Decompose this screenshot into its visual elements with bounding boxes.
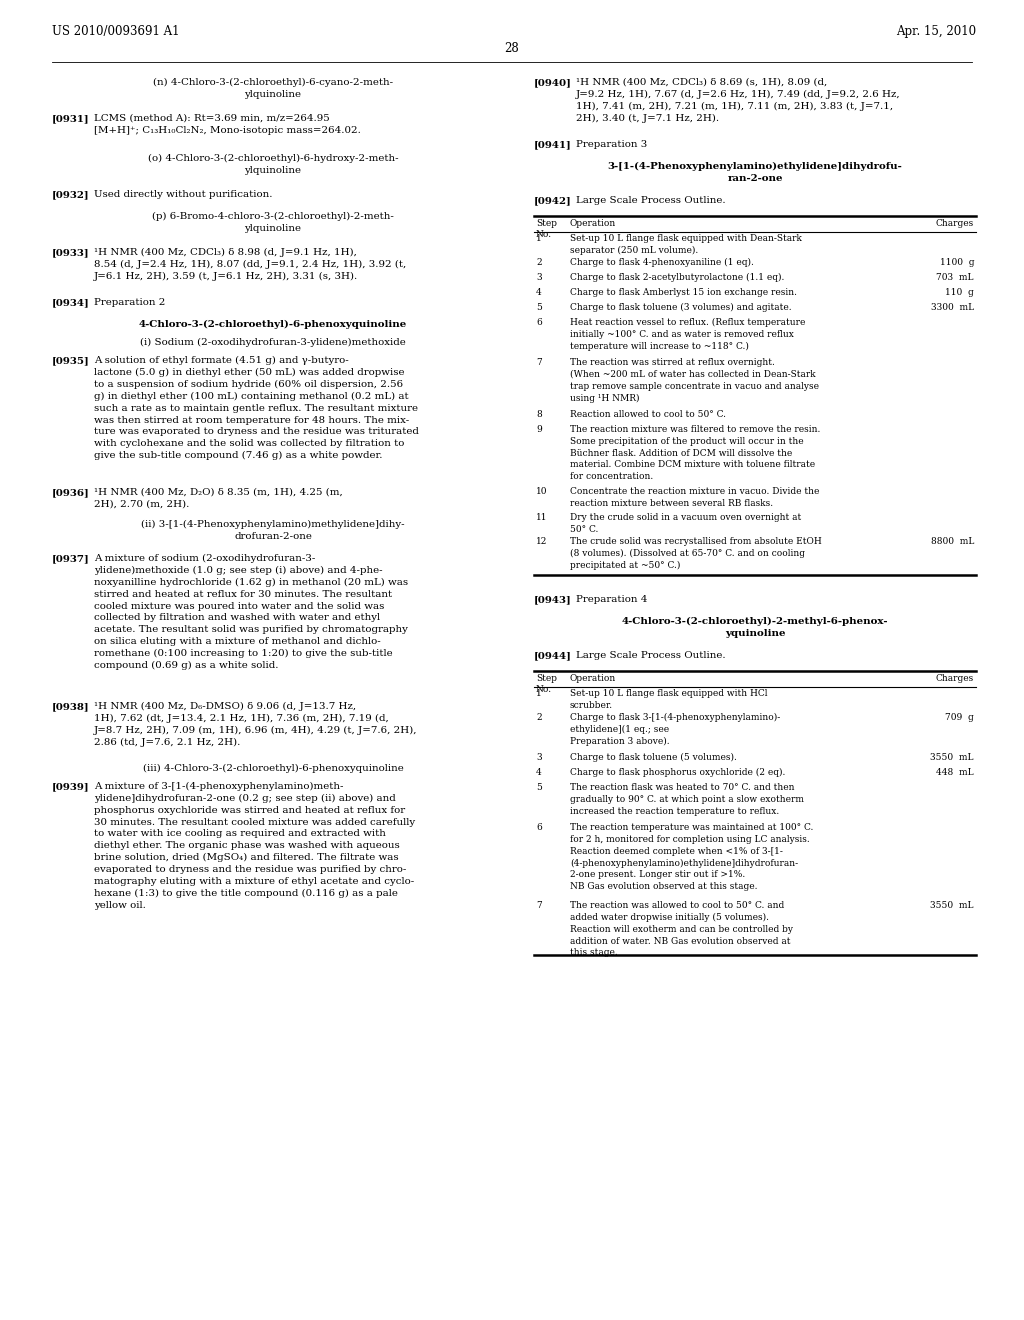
Text: Charges: Charges — [936, 675, 974, 682]
Text: 1100  g: 1100 g — [939, 257, 974, 267]
Text: A solution of ethyl formate (4.51 g) and γ-butyro-
lactone (5.0 g) in diethyl et: A solution of ethyl formate (4.51 g) and… — [94, 356, 419, 461]
Text: Set-up 10 L flange flask equipped with HCl
scrubber.: Set-up 10 L flange flask equipped with H… — [570, 689, 768, 710]
Text: Step
No.: Step No. — [536, 675, 557, 694]
Text: 9: 9 — [536, 425, 542, 434]
Text: (iii) 4-Chloro-3-(2-chloroethyl)-6-phenoxyquinoline: (iii) 4-Chloro-3-(2-chloroethyl)-6-pheno… — [142, 764, 403, 774]
Text: 4: 4 — [536, 288, 542, 297]
Text: (ii) 3-[1-(4-Phenoxyphenylamino)methylidene]dihy-
drofuran-2-one: (ii) 3-[1-(4-Phenoxyphenylamino)methylid… — [141, 520, 404, 541]
Text: Charge to flask Amberlyst 15 ion exchange resin.: Charge to flask Amberlyst 15 ion exchang… — [570, 288, 797, 297]
Text: (p) 6-Bromo-4-chloro-3-(2-chloroethyl)-2-meth-
ylquinoline: (p) 6-Bromo-4-chloro-3-(2-chloroethyl)-2… — [152, 213, 394, 232]
Text: 2: 2 — [536, 257, 542, 267]
Text: 6: 6 — [536, 318, 542, 327]
Text: The reaction flask was heated to 70° C. and then
gradually to 90° C. at which po: The reaction flask was heated to 70° C. … — [570, 783, 804, 816]
Text: 2: 2 — [536, 713, 542, 722]
Text: Charge to flask 2-acetylbutyrolactone (1.1 eq).: Charge to flask 2-acetylbutyrolactone (1… — [570, 273, 784, 282]
Text: ¹H NMR (400 Mz, D₂O) δ 8.35 (m, 1H), 4.25 (m,
2H), 2.70 (m, 2H).: ¹H NMR (400 Mz, D₂O) δ 8.35 (m, 1H), 4.2… — [94, 488, 343, 508]
Text: [0941]: [0941] — [534, 140, 571, 149]
Text: 448  mL: 448 mL — [936, 768, 974, 777]
Text: Charge to flask 4-phenoxyaniline (1 eq).: Charge to flask 4-phenoxyaniline (1 eq). — [570, 257, 754, 267]
Text: [0936]: [0936] — [52, 488, 90, 498]
Text: Large Scale Process Outline.: Large Scale Process Outline. — [575, 651, 726, 660]
Text: Reaction allowed to cool to 50° C.: Reaction allowed to cool to 50° C. — [570, 411, 726, 418]
Text: (n) 4-Chloro-3-(2-chloroethyl)-6-cyano-2-meth-
ylquinoline: (n) 4-Chloro-3-(2-chloroethyl)-6-cyano-2… — [153, 78, 393, 99]
Text: 1: 1 — [536, 689, 542, 698]
Text: 1: 1 — [536, 234, 542, 243]
Text: 3-[1-(4-Phenoxyphenylamino)ethylidene]dihydrofu-
ran-2-one: 3-[1-(4-Phenoxyphenylamino)ethylidene]di… — [607, 162, 902, 183]
Text: Charge to flask toluene (5 volumes).: Charge to flask toluene (5 volumes). — [570, 752, 737, 762]
Text: LCMS (method A): Rt=3.69 min, m/z=264.95
[M+H]⁺; C₁₃H₁₀Cl₂N₂, Mono-isotopic mass: LCMS (method A): Rt=3.69 min, m/z=264.95… — [94, 114, 360, 135]
Text: 28: 28 — [505, 42, 519, 55]
Text: 3: 3 — [536, 752, 542, 762]
Text: A mixture of sodium (2-oxodihydrofuran-3-
ylidene)methoxide (1.0 g; see step (i): A mixture of sodium (2-oxodihydrofuran-3… — [94, 554, 409, 671]
Text: Large Scale Process Outline.: Large Scale Process Outline. — [575, 195, 726, 205]
Text: ¹H NMR (400 Mz, D₆-DMSO) δ 9.06 (d, J=13.7 Hz,
1H), 7.62 (dt, J=13.4, 2.1 Hz, 1H: ¹H NMR (400 Mz, D₆-DMSO) δ 9.06 (d, J=13… — [94, 702, 418, 747]
Text: US 2010/0093691 A1: US 2010/0093691 A1 — [52, 25, 179, 38]
Text: Apr. 15, 2010: Apr. 15, 2010 — [896, 25, 976, 38]
Text: 8: 8 — [536, 411, 542, 418]
Text: 110  g: 110 g — [945, 288, 974, 297]
Text: [0931]: [0931] — [52, 114, 90, 123]
Text: Preparation 4: Preparation 4 — [575, 595, 647, 605]
Text: [0933]: [0933] — [52, 248, 90, 257]
Text: Operation: Operation — [570, 675, 616, 682]
Text: Charge to flask toluene (3 volumes) and agitate.: Charge to flask toluene (3 volumes) and … — [570, 304, 792, 312]
Text: 3550  mL: 3550 mL — [931, 902, 974, 909]
Text: 11: 11 — [536, 513, 548, 521]
Text: (o) 4-Chloro-3-(2-chloroethyl)-6-hydroxy-2-meth-
ylquinoline: (o) 4-Chloro-3-(2-chloroethyl)-6-hydroxy… — [147, 154, 398, 176]
Text: [0938]: [0938] — [52, 702, 90, 711]
Text: [0942]: [0942] — [534, 195, 571, 205]
Text: 4-Chloro-3-(2-chloroethyl)-2-methyl-6-phenox-
yquinoline: 4-Chloro-3-(2-chloroethyl)-2-methyl-6-ph… — [622, 616, 888, 638]
Text: 3550  mL: 3550 mL — [931, 752, 974, 762]
Text: Set-up 10 L flange flask equipped with Dean-Stark
separator (250 mL volume).: Set-up 10 L flange flask equipped with D… — [570, 234, 802, 255]
Text: [0934]: [0934] — [52, 298, 90, 308]
Text: 4-Chloro-3-(2-chloroethyl)-6-phenoxyquinoline: 4-Chloro-3-(2-chloroethyl)-6-phenoxyquin… — [139, 319, 408, 329]
Text: The reaction mixture was filtered to remove the resin.
Some precipitation of the: The reaction mixture was filtered to rem… — [570, 425, 820, 482]
Text: [0940]: [0940] — [534, 78, 571, 87]
Text: Concentrate the reaction mixture in vacuo. Divide the
reaction mixture between s: Concentrate the reaction mixture in vacu… — [570, 487, 819, 508]
Text: Dry the crude solid in a vacuum oven overnight at
50° C.: Dry the crude solid in a vacuum oven ove… — [570, 513, 801, 533]
Text: Heat reaction vessel to reflux. (Reflux temperature
initially ~100° C. and as wa: Heat reaction vessel to reflux. (Reflux … — [570, 318, 805, 351]
Text: Charges: Charges — [936, 219, 974, 228]
Text: Preparation 3: Preparation 3 — [575, 140, 647, 149]
Text: Used directly without purification.: Used directly without purification. — [94, 190, 272, 199]
Text: The reaction was stirred at reflux overnight.
(When ~200 mL of water has collect: The reaction was stirred at reflux overn… — [570, 358, 819, 403]
Text: 7: 7 — [536, 358, 542, 367]
Text: 12: 12 — [536, 537, 548, 546]
Text: 3300  mL: 3300 mL — [931, 304, 974, 312]
Text: [0937]: [0937] — [52, 554, 90, 564]
Text: The reaction was allowed to cool to 50° C. and
added water dropwise initially (5: The reaction was allowed to cool to 50° … — [570, 902, 793, 957]
Text: 5: 5 — [536, 304, 542, 312]
Text: Step
No.: Step No. — [536, 219, 557, 239]
Text: 4: 4 — [536, 768, 542, 777]
Text: [0939]: [0939] — [52, 781, 90, 791]
Text: 6: 6 — [536, 822, 542, 832]
Text: Operation: Operation — [570, 219, 616, 228]
Text: 7: 7 — [536, 902, 542, 909]
Text: The reaction temperature was maintained at 100° C.
for 2 h, monitored for comple: The reaction temperature was maintained … — [570, 822, 813, 891]
Text: 8800  mL: 8800 mL — [931, 537, 974, 546]
Text: A mixture of 3-[1-(4-phenoxyphenylamino)meth-
ylidene]dihydrofuran-2-one (0.2 g;: A mixture of 3-[1-(4-phenoxyphenylamino)… — [94, 781, 415, 909]
Text: ¹H NMR (400 Mz, CDCl₃) δ 8.98 (d, J=9.1 Hz, 1H),
8.54 (d, J=2.4 Hz, 1H), 8.07 (d: ¹H NMR (400 Mz, CDCl₃) δ 8.98 (d, J=9.1 … — [94, 248, 407, 281]
Text: Charge to flask phosphorus oxychloride (2 eq).: Charge to flask phosphorus oxychloride (… — [570, 768, 785, 777]
Text: Charge to flask 3-[1-(4-phenoxyphenylamino)-
ethylidene](1 eq.; see
Preparation : Charge to flask 3-[1-(4-phenoxyphenylami… — [570, 713, 780, 746]
Text: 5: 5 — [536, 783, 542, 792]
Text: [0944]: [0944] — [534, 651, 571, 660]
Text: 709  g: 709 g — [945, 713, 974, 722]
Text: Preparation 2: Preparation 2 — [94, 298, 165, 308]
Text: (i) Sodium (2-oxodihydrofuran-3-ylidene)methoxide: (i) Sodium (2-oxodihydrofuran-3-ylidene)… — [140, 338, 406, 347]
Text: [0943]: [0943] — [534, 595, 571, 605]
Text: 10: 10 — [536, 487, 548, 496]
Text: The crude solid was recrystallised from absolute EtOH
(8 volumes). (Dissolved at: The crude solid was recrystallised from … — [570, 537, 821, 570]
Text: 703  mL: 703 mL — [937, 273, 974, 282]
Text: [0935]: [0935] — [52, 356, 90, 366]
Text: ¹H NMR (400 Mz, CDCl₃) δ 8.69 (s, 1H), 8.09 (d,
J=9.2 Hz, 1H), 7.67 (d, J=2.6 Hz: ¹H NMR (400 Mz, CDCl₃) δ 8.69 (s, 1H), 8… — [575, 78, 901, 123]
Text: [0932]: [0932] — [52, 190, 90, 199]
Text: 3: 3 — [536, 273, 542, 282]
